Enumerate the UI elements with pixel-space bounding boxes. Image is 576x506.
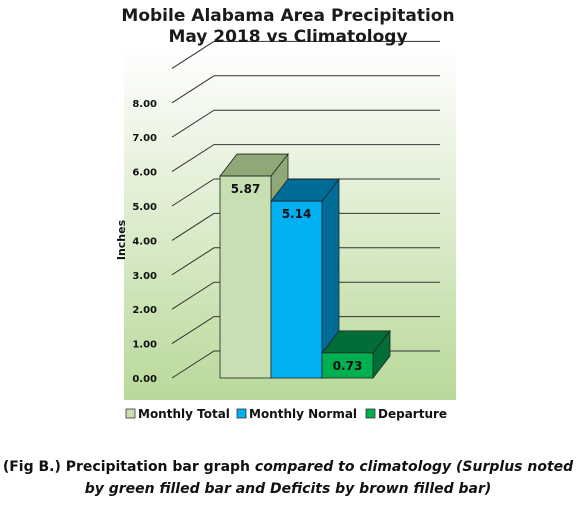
grid-line bbox=[171, 75, 440, 104]
caption-italic: compared to climatology (Surplus noted b… bbox=[84, 459, 574, 497]
legend-item: Monthly Normal bbox=[236, 407, 357, 421]
legend: Monthly Total Monthly Normal Departure bbox=[125, 407, 447, 421]
grid-line bbox=[171, 40, 440, 69]
y-tick-label: 2.00 bbox=[132, 305, 157, 316]
grid-line bbox=[171, 178, 440, 207]
legend-swatch bbox=[125, 408, 136, 419]
bar-front bbox=[219, 175, 272, 379]
grid-line bbox=[171, 212, 440, 241]
y-tick-label: 5.00 bbox=[132, 202, 157, 213]
legend-swatch bbox=[365, 408, 376, 419]
y-tick-label: 0.00 bbox=[132, 374, 157, 385]
chart-title: Mobile Alabama Area Precipitation bbox=[121, 6, 455, 26]
chart-frame: 0.00 1.00 2.00 3.00 4.00 5.00 6.00 7.00 8.00 Inc… bbox=[115, 6, 456, 421]
bar-front bbox=[270, 200, 323, 379]
legend-label: Monthly Normal bbox=[249, 407, 357, 421]
bars: 5.87 5.14 0.73 bbox=[219, 152, 391, 380]
legend-swatch bbox=[236, 408, 247, 419]
figure-caption: (Fig B.) Precipitation bar graph compare… bbox=[0, 456, 576, 500]
y-tick-label: 7.00 bbox=[132, 133, 157, 144]
bar-2: 5.14 bbox=[270, 178, 340, 380]
y-tick-label: 3.00 bbox=[132, 271, 157, 282]
y-tick-label: 8.00 bbox=[132, 99, 157, 110]
grid-line bbox=[171, 316, 440, 345]
legend-item: Monthly Total bbox=[125, 407, 230, 421]
legend-label: Departure bbox=[378, 407, 447, 421]
legend-label: Monthly Total bbox=[138, 407, 230, 421]
bar-3: 0.73 bbox=[321, 329, 391, 380]
y-axis-label: Inches bbox=[115, 219, 128, 260]
caption-prefix: (Fig B.) Precipitation bar graph bbox=[2, 459, 255, 475]
grid-line bbox=[171, 281, 440, 310]
chart-subtitle: May 2018 vs Climatology bbox=[168, 27, 408, 47]
grid-line bbox=[171, 247, 440, 276]
y-tick-label: 4.00 bbox=[132, 236, 157, 247]
chart-svg: 0.00 1.00 2.00 3.00 4.00 5.00 6.00 7.00 8.00 Inc… bbox=[115, 40, 456, 421]
grid-lines bbox=[171, 40, 440, 379]
bar-data-label: 5.14 bbox=[282, 207, 312, 221]
bar-data-label: 0.73 bbox=[333, 359, 363, 373]
bar-front bbox=[321, 352, 374, 379]
y-tick-label: 6.00 bbox=[132, 168, 157, 179]
grid-line bbox=[171, 144, 440, 173]
bar-data-label: 5.87 bbox=[231, 182, 261, 196]
legend-item: Departure bbox=[365, 407, 447, 421]
grid-line bbox=[171, 109, 440, 138]
y-tick-labels: 0.00 1.00 2.00 3.00 4.00 5.00 6.00 7.00 8.00 bbox=[132, 99, 157, 385]
y-tick-label: 1.00 bbox=[132, 340, 157, 351]
